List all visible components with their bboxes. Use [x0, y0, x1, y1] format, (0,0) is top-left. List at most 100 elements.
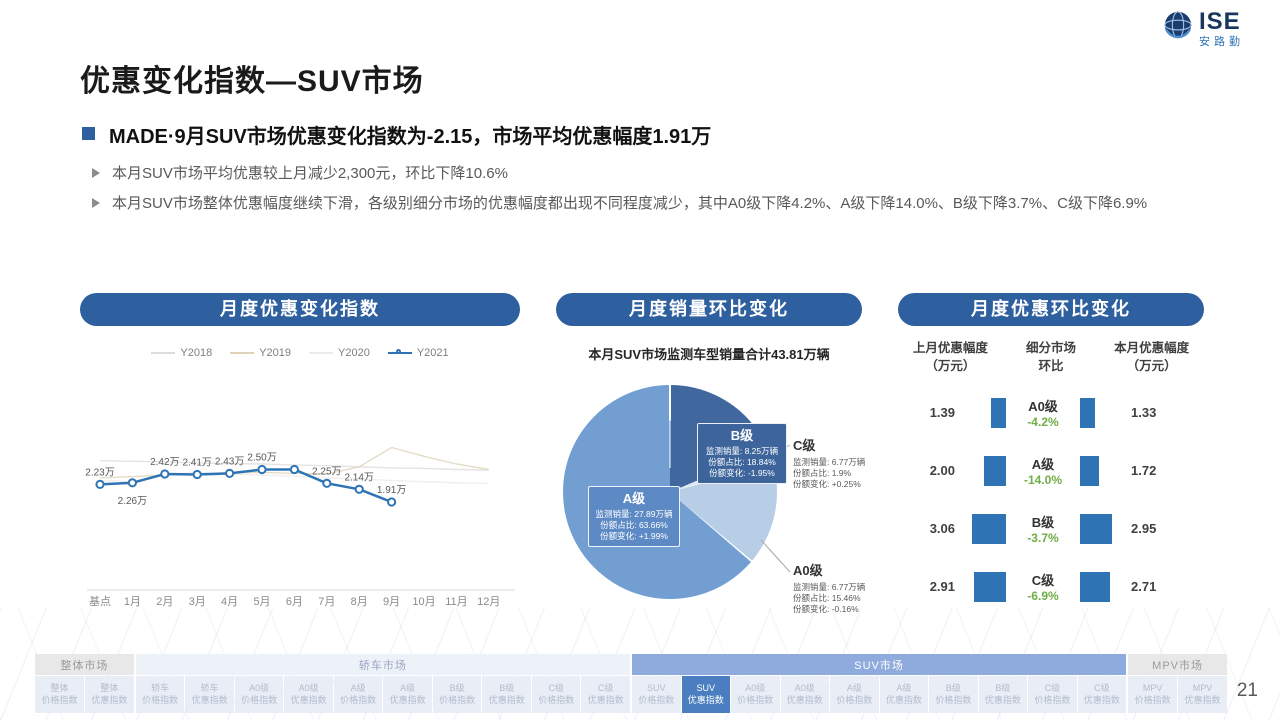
nav-tab-segment: A0级	[249, 682, 270, 693]
section-header-discount-mom: 月度优惠环比变化	[898, 293, 1204, 326]
pie-slice-volume: 监测销量: 6.77万辆	[793, 456, 866, 467]
nav-tab-A级-优惠指数[interactable]: A级 优惠指数	[879, 676, 929, 713]
legend-swatch	[387, 349, 412, 354]
svg-text:12月: 12月	[477, 596, 500, 608]
current-bar-track	[1080, 513, 1126, 544]
pie-slice-volume: 监测销量: 27.89万辆	[595, 508, 673, 519]
nav-tab-整体-优惠指数[interactable]: 整体 优惠指数	[84, 676, 134, 713]
last-bar-track	[960, 455, 1006, 486]
nav-tab-C级-价格指数[interactable]: C级 价格指数	[531, 676, 581, 713]
nav-tab-SUV-价格指数[interactable]: SUV 价格指数	[632, 676, 681, 713]
nav-tab-A级-价格指数[interactable]: A级 价格指数	[830, 676, 879, 713]
arrow-bullet-icon	[92, 197, 100, 208]
segment-change: -3.7%	[1027, 531, 1059, 545]
nav-tab-metric: 价格指数	[638, 694, 675, 705]
nav-tab-metric: 价格指数	[836, 694, 873, 705]
segment-cell: B级 -3.7%	[1006, 512, 1080, 545]
segment-label: A0级	[1028, 399, 1058, 414]
nav-tab-segment: 整体	[100, 682, 119, 693]
nav-tab-C级-优惠指数[interactable]: C级 优惠指数	[1077, 676, 1127, 713]
pie-chart-title: 本月SUV市场监测车型销量合计43.81万辆	[588, 347, 830, 362]
nav-tab-metric: 优惠指数	[488, 694, 525, 705]
nav-tab-轿车-优惠指数[interactable]: 轿车 优惠指数	[185, 676, 234, 713]
nav-tab-整体-价格指数[interactable]: 整体 价格指数	[35, 676, 84, 713]
nav-group-header-整体市场[interactable]: 整体市场	[35, 654, 134, 675]
nav-tab-metric: 价格指数	[538, 694, 575, 705]
nav-tab-row: 轿车 价格指数 轿车 优惠指数 A0级 价格指数 A0级 优惠指数 A级 价格指数 A级 优惠指数 B级…	[135, 676, 630, 713]
nav-tab-C级-价格指数[interactable]: C级 价格指数	[1028, 676, 1077, 713]
current-bar-track	[1080, 455, 1126, 486]
cmp-row-A0级: 1.39 A0级 -4.2% 1.33	[898, 385, 1204, 440]
segment-label: A级	[1031, 457, 1055, 472]
nav-tab-A级-优惠指数[interactable]: A级 优惠指数	[383, 676, 432, 713]
nav-tab-轿车-价格指数[interactable]: 轿车 价格指数	[135, 676, 185, 713]
logo-name: ISE	[1199, 8, 1241, 35]
globe-icon	[1164, 11, 1192, 39]
bullet-list: 本月SUV市场平均优惠较上月减少2,300元，环比下降10.6% 本月SUV市场…	[92, 163, 1192, 215]
svg-text:3月: 3月	[189, 596, 206, 608]
cmp-col-header: 本月优惠幅度 （万元）	[1114, 341, 1190, 373]
nav-tab-A级-价格指数[interactable]: A级 价格指数	[333, 676, 383, 713]
current-bar	[1080, 455, 1099, 486]
nav-tab-metric: 价格指数	[41, 694, 78, 705]
nav-tab-row: MPV 价格指数 MPV 优惠指数	[1128, 676, 1228, 713]
headline: MADE·9月SUV市场优惠变化指数为-2.15，市场平均优惠幅度1.91万	[82, 120, 1202, 149]
nav-tab-B级-价格指数[interactable]: B级 价格指数	[929, 676, 978, 713]
nav-tab-segment: A级	[846, 682, 862, 693]
nav-tab-A0级-优惠指数[interactable]: A0级 优惠指数	[284, 676, 333, 713]
legend-label: Y2019	[259, 347, 291, 359]
nav-tab-metric: 优惠指数	[191, 694, 228, 705]
current-month-value: 2.71	[1131, 579, 1157, 594]
legend-label: Y2018	[180, 347, 213, 359]
nav-group-轿车市场: 轿车市场 轿车 价格指数 轿车 优惠指数 A0级 价格指数 A0级 优惠指数 A级 价格指数 A级 优惠…	[135, 654, 630, 713]
pie-slice-volume: 监测销量: 6.77万辆	[793, 581, 866, 592]
nav-tab-SUV-优惠指数[interactable]: SUV 优惠指数	[681, 676, 731, 713]
cmp-col-header: 细分市场 环比	[1026, 341, 1077, 373]
nav-tab-A0级-价格指数[interactable]: A0级 价格指数	[234, 676, 284, 713]
nav-tab-A0级-优惠指数[interactable]: A0级 优惠指数	[780, 676, 830, 713]
segment-label: C级	[1031, 573, 1055, 588]
nav-tab-MPV-优惠指数[interactable]: MPV 优惠指数	[1178, 676, 1228, 713]
nav-tab-metric: 优惠指数	[687, 694, 724, 705]
nav-tab-metric: 优惠指数	[1184, 694, 1221, 705]
nav-tab-metric: 价格指数	[241, 694, 278, 705]
current-bar	[1080, 513, 1112, 544]
last-bar	[974, 571, 1006, 602]
pie-slice-change: 份额变化: +0.25%	[793, 479, 861, 490]
nav-tab-B级-价格指数[interactable]: B级 价格指数	[432, 676, 482, 713]
nav-tab-segment: MPV	[1192, 682, 1213, 693]
cmp-row-B级: 3.06 B级 -3.7% 2.95	[898, 501, 1204, 556]
nav-group-header-SUV市场[interactable]: SUV市场	[632, 654, 1127, 675]
svg-text:4月: 4月	[221, 596, 238, 608]
last-bar	[984, 455, 1006, 486]
current-month-value: 1.72	[1131, 463, 1157, 478]
legend-item-Y2019: Y2019	[230, 347, 291, 359]
nav-tab-segment: A级	[350, 682, 366, 693]
nav-group-整体市场: 整体市场 整体 价格指数 整体 优惠指数	[35, 654, 134, 713]
nav-group-header-MPV市场[interactable]: MPV市场	[1128, 654, 1227, 675]
legend-label: Y2021	[416, 347, 449, 359]
square-bullet-icon	[82, 127, 95, 140]
nav-tab-B级-优惠指数[interactable]: B级 优惠指数	[482, 676, 531, 713]
nav-tab-metric: 优惠指数	[885, 694, 922, 705]
svg-text:11月: 11月	[445, 596, 467, 608]
arrow-bullet-icon	[92, 168, 100, 178]
segment-change: -4.2%	[1027, 415, 1059, 429]
nav-tab-segment: SUV	[647, 682, 666, 693]
nav-tab-B级-优惠指数[interactable]: B级 优惠指数	[978, 676, 1028, 713]
nav-tab-C级-优惠指数[interactable]: C级 优惠指数	[581, 676, 630, 713]
legend-swatch	[230, 352, 255, 354]
current-bar-track	[1080, 571, 1126, 602]
legend-item-Y2020: Y2020	[309, 347, 370, 359]
current-bar	[1080, 571, 1110, 602]
pie-slice-change: 份额变化: +1.99%	[600, 531, 668, 542]
pie-slice-share: 份额占比: 63.66%	[600, 520, 668, 531]
nav-tab-metric: 价格指数	[1134, 694, 1171, 705]
nav-group-header-轿车市场[interactable]: 轿车市场	[135, 654, 630, 675]
svg-text:2.41万: 2.41万	[182, 458, 211, 469]
nav-tab-A0级-价格指数[interactable]: A0级 价格指数	[731, 676, 780, 713]
pie-slice-share: 份额占比: 18.84%	[708, 457, 776, 468]
nav-tab-MPV-价格指数[interactable]: MPV 价格指数	[1128, 676, 1178, 713]
last-month-value: 1.39	[929, 405, 955, 420]
